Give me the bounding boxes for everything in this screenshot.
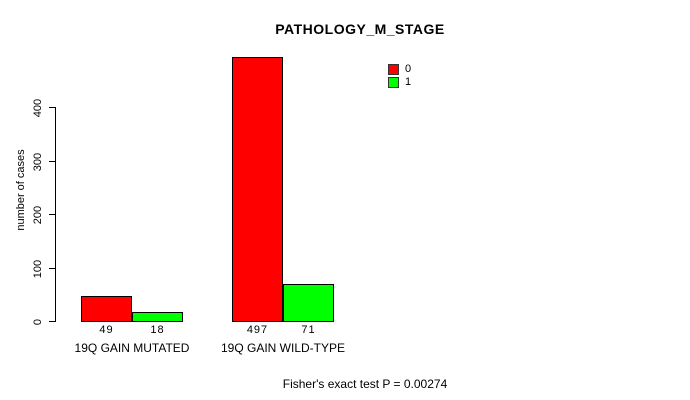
bar-mutated-series1: [132, 312, 183, 322]
legend-row: 1: [388, 76, 411, 88]
legend-swatch-green-icon: [388, 76, 399, 88]
legend-label: 1: [405, 75, 412, 88]
y-axis-tick-label: 100: [32, 259, 44, 279]
bar-count-label: 497: [246, 324, 269, 336]
y-axis-line: [55, 107, 56, 322]
legend-row: 0: [388, 63, 411, 75]
y-axis-tick-label: 400: [32, 98, 44, 118]
category-label-mutated: 19Q GAIN MUTATED: [74, 341, 190, 355]
chart-title: PATHOLOGY_M_STAGE: [275, 21, 445, 37]
bar-count-label: 71: [301, 324, 316, 336]
pvalue-annotation: Fisher's exact test P = 0.00274: [282, 377, 448, 391]
y-axis-tick: [49, 161, 55, 162]
y-axis-tick-label: 200: [32, 205, 44, 225]
bar-count-label: 49: [99, 324, 114, 336]
bar-count-label: 18: [150, 324, 165, 336]
y-axis-tick: [49, 107, 55, 108]
y-axis-tick-label: 0: [32, 318, 44, 326]
bar-wildtype-series1: [283, 284, 334, 322]
legend: 0 1: [388, 63, 411, 89]
y-axis-label: number of cases: [15, 149, 27, 231]
legend-swatch-red-icon: [388, 63, 399, 75]
y-axis-tick: [49, 214, 55, 215]
legend-label: 0: [405, 62, 412, 75]
y-axis-tick: [49, 268, 55, 269]
y-axis-tick-label: 300: [32, 152, 44, 172]
category-label-wildtype: 19Q GAIN WILD-TYPE: [220, 341, 346, 355]
bar-mutated-series0: [81, 296, 132, 322]
y-axis-tick: [49, 321, 55, 322]
bar-wildtype-series0: [232, 57, 283, 322]
